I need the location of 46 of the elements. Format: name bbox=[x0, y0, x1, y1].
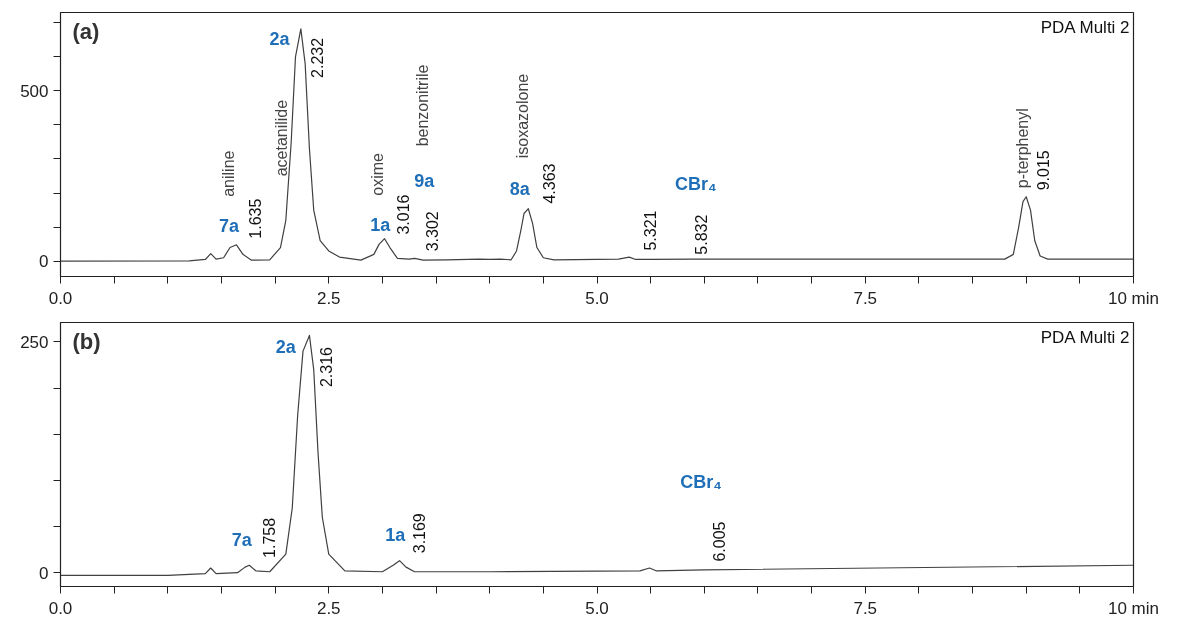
annotation: 5.321 bbox=[641, 210, 659, 251]
annotation: 8a bbox=[509, 179, 531, 200]
annotation: 2a bbox=[275, 337, 297, 358]
y-tick-label: 250 bbox=[20, 332, 49, 352]
annotation: CBr₄ bbox=[674, 174, 717, 195]
annotation: 1.758 bbox=[260, 517, 278, 558]
annotation: aniline bbox=[220, 150, 238, 197]
x-tick-label: 0.0 bbox=[48, 598, 73, 618]
annotation: benzonitrile bbox=[413, 64, 431, 147]
annotation: 9.015 bbox=[1035, 150, 1053, 191]
annotation: 2.316 bbox=[317, 346, 335, 388]
annotation: 7a bbox=[218, 216, 240, 237]
annotation: 3.016 bbox=[394, 194, 412, 235]
annotation: CBr₄ bbox=[680, 472, 722, 493]
x-tick-label: 7.5 bbox=[853, 288, 878, 308]
annotation: oxime bbox=[368, 152, 386, 196]
x-tick-label: 7.5 bbox=[853, 598, 878, 618]
annotation: 2.232 bbox=[308, 37, 326, 78]
x-tick-label: 2.5 bbox=[316, 598, 341, 618]
annotation: acetanilide bbox=[273, 99, 291, 177]
annotation: p-terphenyl bbox=[1014, 108, 1032, 189]
annotation: 2a bbox=[269, 29, 291, 50]
y-tick-label: 0 bbox=[39, 252, 49, 272]
annotation: 1a bbox=[370, 214, 392, 235]
annotation: 6.005 bbox=[711, 521, 729, 562]
annotation: 5.832 bbox=[693, 214, 711, 255]
annotation: 1a bbox=[385, 524, 407, 545]
x-tick-label: 5.0 bbox=[585, 288, 609, 308]
annotation: 4.363 bbox=[540, 163, 558, 204]
annotation: (a) bbox=[72, 18, 100, 44]
x-tick-label: 0.0 bbox=[48, 288, 73, 308]
annotation: 1.635 bbox=[246, 198, 264, 239]
annotation: 9a bbox=[414, 171, 436, 192]
y-tick-label: 0 bbox=[39, 563, 49, 583]
annotation: 3.169 bbox=[410, 513, 428, 554]
x-tick-label: 5.0 bbox=[585, 598, 609, 618]
annotation: (b) bbox=[72, 328, 101, 354]
annotation: PDA Multi 2 bbox=[1040, 327, 1130, 347]
annotation: isoxazolone bbox=[514, 73, 532, 159]
x-tick-label: 2.5 bbox=[316, 288, 341, 308]
annotation: 3.302 bbox=[423, 211, 441, 252]
annotation: 7a bbox=[231, 530, 253, 551]
x-tick-label: 10 min bbox=[1107, 288, 1160, 308]
y-tick-label: 500 bbox=[20, 81, 49, 101]
annotation: PDA Multi 2 bbox=[1040, 17, 1130, 37]
x-tick-label: 10 min bbox=[1107, 598, 1160, 618]
